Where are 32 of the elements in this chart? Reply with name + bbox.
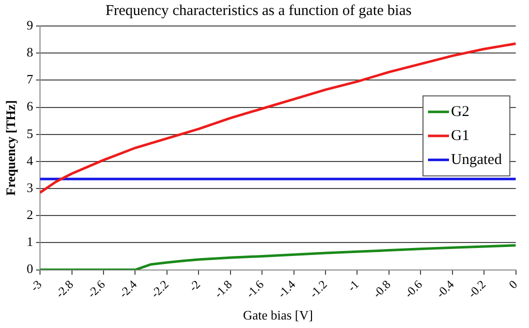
x-tick-label: -0.2 [465,277,488,301]
legend-label: Ungated [451,152,502,168]
x-tick-label: -1.8 [211,277,235,301]
y-axis-title: Frequency [THz] [3,100,18,196]
x-tick-label: -1.6 [243,277,266,301]
x-tick-label: -0.6 [402,277,426,301]
y-tick-label: 5 [26,126,34,141]
y-tick-label: 1 [26,234,34,250]
x-tick-label: -3 [27,277,44,294]
y-tick-label: 3 [26,180,34,195]
legend-label: G1 [451,128,470,144]
x-tick-label: -0.4 [433,277,457,301]
legend-label: G2 [451,104,470,120]
x-tick-label: -1 [344,277,362,294]
chart-title: Frequency characteristics as a function of gate bias [105,2,412,19]
x-tick-label: -2 [186,277,204,294]
y-tick-label: 4 [26,152,34,168]
x-tick-label: -2.8 [52,277,76,301]
x-axis-title: Gate bias [V] [242,308,313,323]
x-tick-label: -1.2 [306,277,330,301]
y-tick-label: 9 [26,17,34,32]
y-tick-label: 2 [26,207,34,222]
y-tick-label: 7 [26,72,34,87]
y-tick-label: 6 [26,98,34,114]
x-tick-label: -2.6 [84,277,108,301]
y-tick-label: 8 [26,44,34,60]
x-tick-label: -1.4 [274,277,298,301]
x-tick-label: -2.2 [148,277,172,301]
x-tick-label: 0 [506,277,520,292]
x-tick-label: -2.4 [116,277,140,301]
x-tick-label: -0.8 [370,277,394,301]
y-tick-label: 0 [26,261,34,276]
